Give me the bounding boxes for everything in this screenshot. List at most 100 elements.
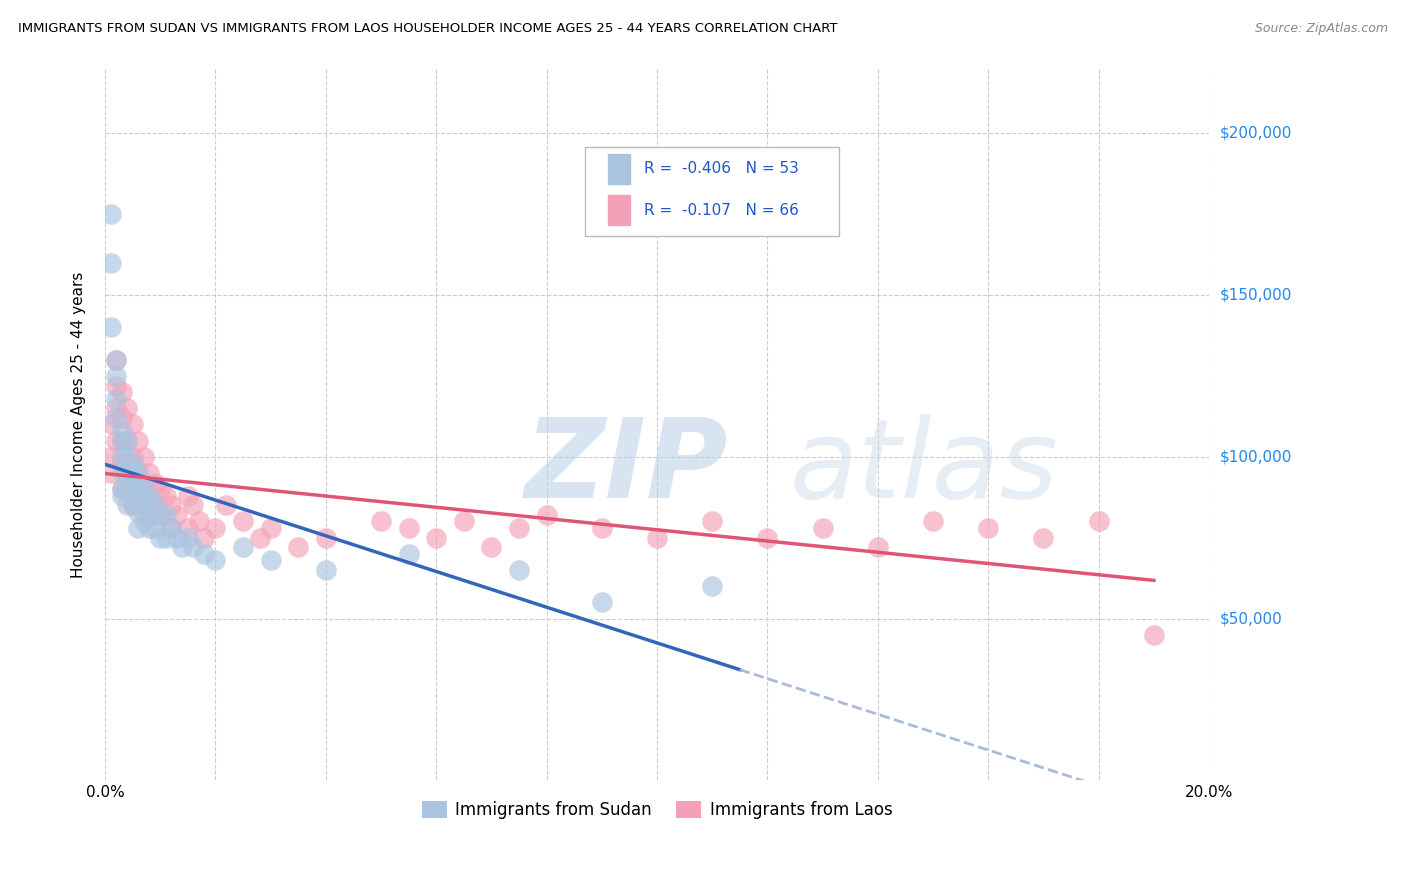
FancyBboxPatch shape	[609, 154, 630, 184]
Point	[105, 378, 128, 392]
Point	[121, 456, 143, 470]
Point	[155, 531, 177, 545]
Point	[138, 521, 160, 535]
Point	[149, 508, 172, 522]
Point	[166, 531, 188, 545]
Point	[508, 521, 530, 535]
Point	[105, 392, 128, 406]
Text: $200,000: $200,000	[1220, 126, 1292, 141]
Point	[132, 475, 155, 490]
Point	[702, 515, 724, 529]
Point	[132, 515, 155, 529]
Point	[232, 515, 254, 529]
Point	[127, 434, 149, 448]
Point	[127, 482, 149, 496]
Text: $150,000: $150,000	[1220, 287, 1292, 302]
Point	[187, 515, 209, 529]
Point	[398, 547, 420, 561]
Point	[115, 401, 138, 416]
Point	[315, 531, 337, 545]
Point	[143, 475, 166, 490]
Point	[977, 521, 1000, 535]
Point	[115, 434, 138, 448]
Point	[127, 466, 149, 480]
Point	[370, 515, 392, 529]
Point	[160, 521, 183, 535]
Point	[536, 508, 558, 522]
Point	[866, 541, 889, 555]
Text: ZIP: ZIP	[524, 414, 728, 521]
Point	[115, 434, 138, 448]
Point	[115, 466, 138, 480]
Text: atlas: atlas	[790, 414, 1059, 521]
Text: $100,000: $100,000	[1220, 450, 1292, 464]
Text: R =  -0.406   N = 53: R = -0.406 N = 53	[644, 161, 799, 177]
Point	[259, 521, 281, 535]
Point	[110, 482, 132, 496]
Point	[138, 466, 160, 480]
Text: Source: ZipAtlas.com: Source: ZipAtlas.com	[1254, 22, 1388, 36]
Point	[1087, 515, 1109, 529]
FancyBboxPatch shape	[585, 147, 839, 235]
Point	[127, 489, 149, 503]
Point	[127, 489, 149, 503]
Point	[110, 434, 132, 448]
Point	[127, 466, 149, 480]
Point	[121, 450, 143, 464]
Point	[143, 498, 166, 512]
Point	[181, 498, 204, 512]
Point	[110, 489, 132, 503]
Point	[121, 498, 143, 512]
Point	[121, 498, 143, 512]
Point	[100, 255, 122, 269]
Point	[121, 475, 143, 490]
Legend: Immigrants from Sudan, Immigrants from Laos: Immigrants from Sudan, Immigrants from L…	[415, 794, 900, 825]
Point	[177, 489, 200, 503]
Point	[215, 498, 238, 512]
Point	[425, 531, 447, 545]
Point	[481, 541, 503, 555]
Point	[811, 521, 834, 535]
Point	[922, 515, 945, 529]
Point	[149, 508, 172, 522]
Point	[132, 498, 155, 512]
Point	[105, 434, 128, 448]
Point	[100, 207, 122, 221]
FancyBboxPatch shape	[609, 195, 630, 225]
Point	[315, 563, 337, 577]
Point	[172, 541, 194, 555]
Text: $50,000: $50,000	[1220, 611, 1282, 626]
Point	[110, 466, 132, 480]
Point	[166, 508, 188, 522]
Point	[100, 320, 122, 334]
Point	[138, 505, 160, 519]
Point	[138, 508, 160, 522]
Point	[204, 521, 226, 535]
Point	[115, 466, 138, 480]
Point	[132, 498, 155, 512]
Point	[110, 482, 132, 496]
Point	[149, 482, 172, 496]
Point	[702, 579, 724, 593]
Point	[591, 521, 613, 535]
Text: R =  -0.107   N = 66: R = -0.107 N = 66	[644, 202, 799, 218]
Point	[132, 482, 155, 496]
Point	[138, 489, 160, 503]
Point	[193, 531, 215, 545]
Point	[645, 531, 668, 545]
Point	[193, 547, 215, 561]
Point	[105, 352, 128, 367]
Point	[453, 515, 475, 529]
Point	[398, 521, 420, 535]
Point	[160, 521, 183, 535]
Point	[508, 563, 530, 577]
Point	[138, 489, 160, 503]
Y-axis label: Householder Income Ages 25 - 44 years: Householder Income Ages 25 - 44 years	[72, 271, 86, 578]
Text: IMMIGRANTS FROM SUDAN VS IMMIGRANTS FROM LAOS HOUSEHOLDER INCOME AGES 25 - 44 YE: IMMIGRANTS FROM SUDAN VS IMMIGRANTS FROM…	[18, 22, 838, 36]
Point	[105, 401, 128, 416]
Point	[177, 521, 200, 535]
Point	[232, 541, 254, 555]
Point	[105, 368, 128, 383]
Point	[181, 541, 204, 555]
Point	[110, 424, 132, 438]
